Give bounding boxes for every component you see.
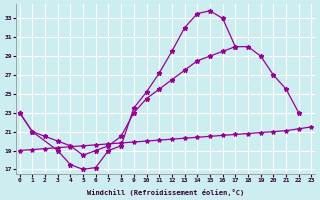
X-axis label: Windchill (Refroidissement éolien,°C): Windchill (Refroidissement éolien,°C) xyxy=(87,189,244,196)
